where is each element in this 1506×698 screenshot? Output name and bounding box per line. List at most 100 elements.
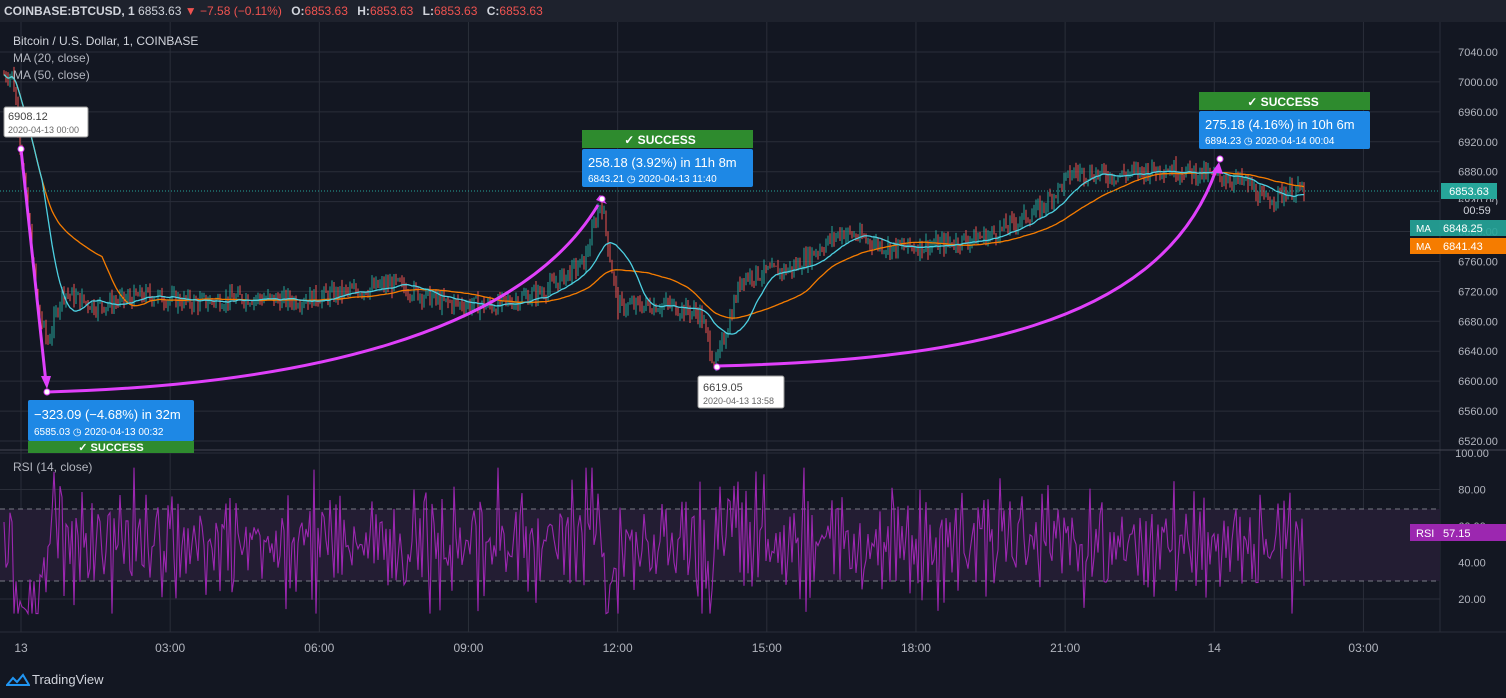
drop-callout[interactable]: ✓ SUCCESS −323.09 (−4.68%) in 32m 6585.0… <box>28 400 194 454</box>
high-price: 6908.12 <box>8 111 48 123</box>
last-price: 6853.63 <box>138 4 182 18</box>
ma20-badge <box>1410 220 1506 236</box>
low-label-box <box>697 375 785 409</box>
close-value: 6853.63 <box>499 4 543 18</box>
price-tick: 6680.00 <box>1458 316 1498 328</box>
symbol-info-bar: COINBASE:BTCUSD, 1 6853.63 ▼ −7.58 (−0.1… <box>0 0 1506 22</box>
rsi-tick: 40.00 <box>1458 558 1486 570</box>
ma50-legend[interactable]: MA (50, close) <box>13 68 90 82</box>
price-tick: 6960.00 <box>1458 107 1498 119</box>
price-tick: 6760.00 <box>1458 256 1498 268</box>
time-tick: 09:00 <box>453 641 483 655</box>
rise2-main-text: 275.18 (4.16%) in 10h 6m <box>1205 117 1355 132</box>
time-tick: 03:00 <box>1348 641 1378 655</box>
projection-drawings[interactable] <box>17 145 1224 396</box>
drop-arrow[interactable] <box>19 148 48 384</box>
rise2-curve[interactable] <box>716 169 1218 368</box>
rise1-callout-box <box>582 149 753 187</box>
rsi-line <box>3 467 1305 616</box>
high-point-marker[interactable] <box>17 145 25 153</box>
time-tick: 13 <box>14 641 28 655</box>
rsi-tick: 100.00 <box>1455 448 1489 460</box>
current-price-badge <box>1441 183 1497 199</box>
drop-callout-box <box>28 400 194 441</box>
price-tick: 6880.00 <box>1458 167 1498 179</box>
time-tick: 18:00 <box>901 641 931 655</box>
ma50-badge-value: 6841.43 <box>1443 241 1483 253</box>
price-change: −7.58 (−0.11%) <box>200 4 282 18</box>
countdown-value: 00:59 <box>1463 205 1491 217</box>
rsi-badge-label: RSI <box>1416 528 1434 540</box>
rise1-main-text: 258.18 (3.92%) in 11h 8m <box>588 155 737 170</box>
high-label-box <box>3 106 89 138</box>
chart-footer <box>0 664 1506 698</box>
rise2-callout-box <box>1199 111 1370 149</box>
close-label: C: <box>486 4 500 18</box>
ma20-badge-value: 6848.25 <box>1443 223 1483 235</box>
rise2-callout[interactable]: ✓ SUCCESS 275.18 (4.16%) in 10h 6m 6894.… <box>1199 92 1370 149</box>
time-tick: 03:00 <box>155 641 185 655</box>
rsi-legend[interactable]: RSI (14, close) <box>13 460 92 474</box>
rsi-tick: 80.00 <box>1458 485 1486 497</box>
price-tick: 6640.00 <box>1458 346 1498 358</box>
drop-arrowhead <box>41 376 51 389</box>
low-time: 2020-04-13 13:58 <box>703 396 774 406</box>
ma20-badge-label: MA <box>1416 224 1431 235</box>
drop-point-marker[interactable] <box>43 388 51 396</box>
countdown-badge <box>1458 202 1496 217</box>
drop-main-text: −323.09 (−4.68%) in 32m <box>34 407 181 422</box>
price-tick: 6560.00 <box>1458 406 1498 418</box>
high-time: 2020-04-13 00:00 <box>8 125 79 135</box>
ma50-badge <box>1410 238 1506 254</box>
rise1-sub-text: 6843.21 ◷ 2020-04-13 11:40 <box>588 174 717 185</box>
low-price-label[interactable]: 6619.05 2020-04-13 13:58 <box>697 375 785 409</box>
rsi-tick: 20.00 <box>1458 594 1486 606</box>
price-tick: 7000.00 <box>1458 77 1498 89</box>
time-axis-ticks[interactable]: 13 03:00 06:00 09:00 12:00 15:00 18:00 21:00 14 0… <box>14 641 1378 655</box>
rsi-band <box>0 509 1440 581</box>
open-value: 6853.63 <box>304 4 348 18</box>
drop-success-badge <box>28 441 194 453</box>
price-tick: 6720.00 <box>1458 286 1498 298</box>
rise2-arrowhead <box>1212 162 1223 174</box>
ma20-legend[interactable]: MA (20, close) <box>13 51 90 65</box>
time-tick: 15:00 <box>752 641 782 655</box>
time-tick: 21:00 <box>1050 641 1080 655</box>
tradingview-brand[interactable]: TradingView <box>32 672 104 687</box>
price-tick: 7040.00 <box>1458 47 1498 59</box>
rise1-point-marker[interactable] <box>598 195 606 203</box>
price-tick: 6520.00 <box>1458 436 1498 448</box>
rise2-point-marker[interactable] <box>1216 155 1224 163</box>
rise1-callout[interactable]: ✓ SUCCESS 258.18 (3.92%) in 11h 8m 6843.… <box>582 130 753 187</box>
chart-title: Bitcoin / U.S. Dollar, 1, COINBASE <box>13 34 198 48</box>
ma20-line <box>3 74 1304 335</box>
time-tick: 06:00 <box>304 641 334 655</box>
rise2-success-badge <box>1199 92 1370 110</box>
high-value: 6853.63 <box>369 4 414 18</box>
rise2-sub-text: 6894.23 ◷ 2020-04-14 00:04 <box>1205 136 1335 147</box>
ma50-line <box>3 74 1305 319</box>
low-value: 6853.63 <box>434 4 478 18</box>
drop-success-text: ✓ SUCCESS <box>78 442 143 454</box>
high-label: H: <box>357 4 370 18</box>
current-price-value: 6853.63 <box>1449 186 1489 198</box>
time-tick: 14 <box>1208 641 1222 655</box>
rise1-curve[interactable] <box>46 204 600 394</box>
rsi-badge-value: 57.15 <box>1443 528 1471 540</box>
drop-sub-text: 6585.03 ◷ 2020-04-13 00:32 <box>34 427 164 438</box>
price-tick: 6600.00 <box>1458 376 1498 388</box>
down-arrow-icon: ▼ <box>184 4 197 18</box>
ma50-badge-label: MA <box>1416 242 1431 253</box>
open-label: O: <box>291 4 305 18</box>
high-price-label[interactable]: 6908.12 2020-04-13 00:00 <box>3 106 89 138</box>
symbol-label[interactable]: COINBASE:BTCUSD, 1 <box>4 4 135 18</box>
low-price: 6619.05 <box>703 382 743 394</box>
price-chart[interactable]: Bitcoin / U.S. Dollar, 1, COINBASE MA (2… <box>0 22 1506 664</box>
rsi-badge <box>1410 524 1506 541</box>
rise1-success-text: ✓ SUCCESS <box>624 133 695 147</box>
time-tick: 12:00 <box>603 641 633 655</box>
tradingview-logo-icon[interactable] <box>6 672 30 688</box>
rise2-success-text: ✓ SUCCESS <box>1247 95 1318 109</box>
low-point-marker[interactable] <box>713 363 721 371</box>
rise1-success-badge <box>582 130 753 148</box>
